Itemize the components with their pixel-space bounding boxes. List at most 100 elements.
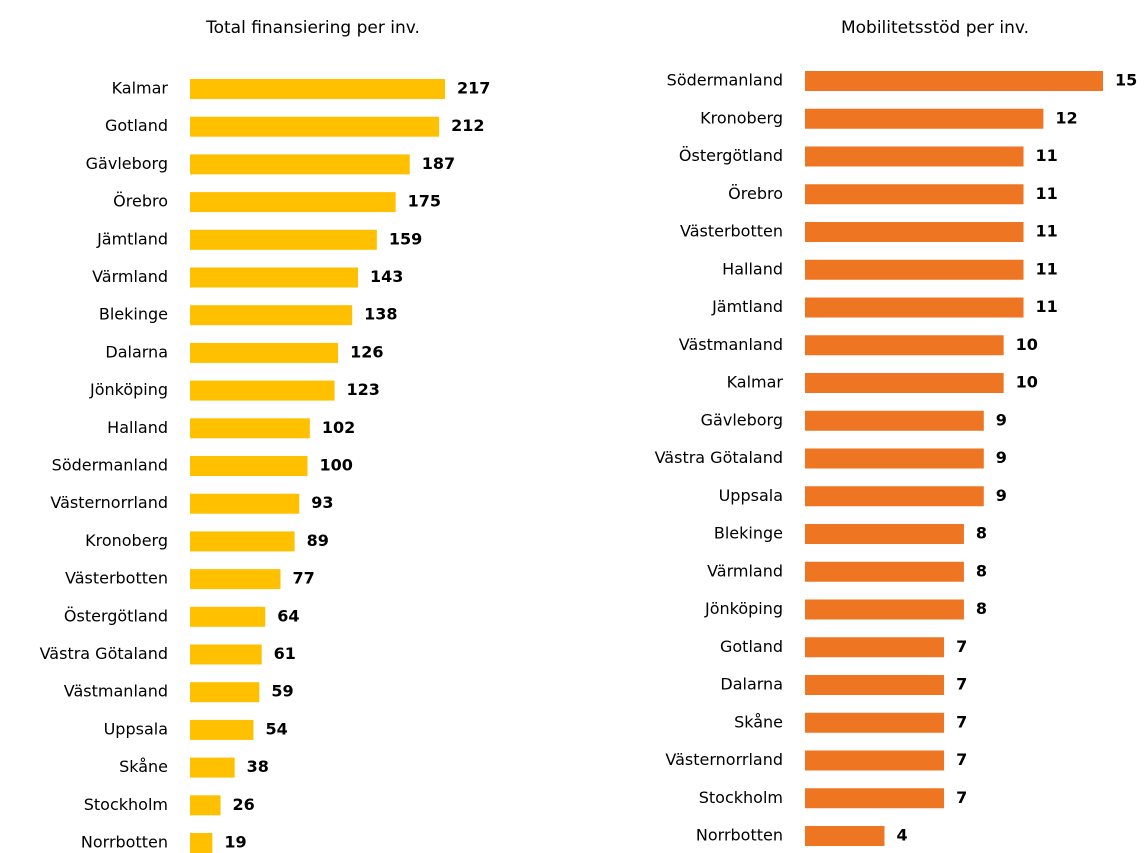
value-label: 100 (320, 456, 353, 475)
category-label: Värmland (707, 561, 783, 580)
value-label: 26 (233, 795, 255, 814)
bar (805, 826, 885, 846)
value-label: 126 (350, 342, 383, 361)
value-label: 11 (1036, 146, 1058, 165)
category-label: Stockholm (84, 795, 168, 814)
chart-title: Mobilitetsstöd per inv. (841, 18, 1029, 38)
category-label: Jönköping (704, 599, 783, 618)
bar (190, 418, 310, 439)
value-label: 11 (1036, 259, 1058, 278)
bar (805, 448, 984, 469)
bar (805, 184, 1024, 205)
category-label: Östergötland (64, 606, 168, 625)
bar (190, 757, 235, 778)
bar (805, 297, 1024, 318)
value-label: 123 (347, 380, 380, 399)
value-label: 212 (451, 116, 484, 135)
value-label: 9 (996, 448, 1007, 467)
bar (190, 606, 266, 627)
bar (190, 79, 445, 99)
bar (805, 486, 984, 507)
category-label: Skåne (119, 757, 168, 776)
category-label: Södermanland (667, 71, 783, 90)
bar (805, 712, 945, 733)
bar (190, 719, 254, 740)
value-label: 8 (976, 561, 987, 580)
value-label: 175 (408, 192, 441, 211)
category-label: Västmanland (64, 682, 168, 701)
bar (190, 154, 410, 175)
bar (190, 305, 353, 326)
category-label: Stockholm (699, 788, 783, 807)
value-label: 59 (271, 682, 293, 701)
value-label: 217 (457, 79, 490, 98)
bar (190, 795, 221, 816)
value-label: 93 (311, 493, 333, 512)
bar (805, 373, 1004, 393)
value-label: 15 (1115, 71, 1137, 90)
bar (190, 267, 359, 288)
category-label: Örebro (728, 184, 783, 203)
value-label: 64 (277, 606, 299, 625)
category-label: Halland (722, 259, 783, 278)
value-label: 10 (1016, 335, 1038, 354)
category-label: Södermanland (52, 456, 168, 475)
category-label: Gävleborg (86, 154, 168, 173)
value-label: 10 (1016, 373, 1038, 392)
value-label: 7 (956, 675, 967, 694)
bar (190, 342, 339, 363)
value-label: 12 (1055, 108, 1077, 127)
category-label: Västmanland (679, 335, 783, 354)
category-label: Uppsala (719, 486, 783, 505)
bar (805, 259, 1024, 280)
value-label: 4 (896, 826, 907, 845)
bar (805, 750, 945, 771)
bar (805, 637, 945, 658)
category-label: Västerbotten (65, 569, 168, 588)
bar (190, 116, 440, 137)
category-label: Gotland (720, 637, 783, 656)
category-label: Gävleborg (701, 410, 783, 429)
category-label: Kalmar (727, 373, 784, 392)
category-label: Dalarna (105, 342, 168, 361)
bar (190, 192, 396, 213)
bar (805, 524, 964, 544)
bar (190, 682, 260, 703)
bar (190, 229, 377, 250)
category-label: Uppsala (104, 719, 168, 738)
bar (805, 561, 964, 582)
category-label: Jämtland (711, 297, 783, 316)
category-label: Östergötland (679, 146, 783, 165)
category-label: Dalarna (720, 675, 783, 694)
value-label: 8 (976, 599, 987, 618)
bar (190, 569, 281, 590)
category-label: Örebro (113, 192, 168, 211)
category-label: Kalmar (112, 79, 169, 98)
value-label: 61 (274, 644, 296, 663)
value-label: 143 (370, 267, 403, 286)
category-label: Västerbotten (680, 222, 783, 241)
value-label: 7 (956, 712, 967, 731)
bar (190, 456, 308, 476)
category-label: Jönköping (89, 380, 168, 399)
bar (805, 71, 1103, 91)
bar (190, 493, 300, 514)
value-label: 159 (389, 229, 422, 248)
bar (805, 788, 945, 809)
value-label: 187 (422, 154, 455, 173)
category-label: Kronoberg (85, 531, 168, 550)
value-label: 11 (1036, 222, 1058, 241)
value-label: 7 (956, 788, 967, 807)
category-label: Västra Götaland (40, 644, 168, 663)
chart-title: Total finansiering per inv. (205, 18, 420, 38)
category-label: Blekinge (714, 524, 783, 543)
bar (805, 335, 1004, 356)
bar (805, 146, 1024, 167)
category-label: Norrbotten (696, 826, 783, 845)
value-label: 38 (247, 757, 269, 776)
bar (805, 108, 1044, 129)
category-label: Norrbotten (81, 833, 168, 852)
value-label: 19 (224, 833, 246, 852)
value-label: 102 (322, 418, 355, 437)
